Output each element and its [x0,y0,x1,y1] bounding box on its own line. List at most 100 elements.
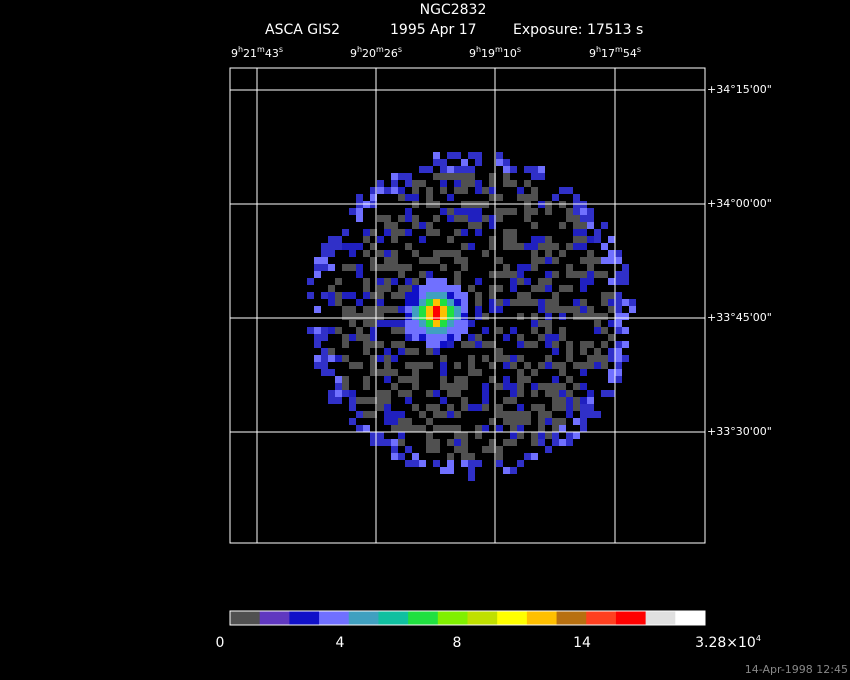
pixel [391,383,398,390]
pixel [328,327,335,334]
pixel [587,390,594,397]
pixel [447,152,454,159]
pixel [517,187,524,194]
label-part: 17 [601,47,615,60]
pixel [503,411,510,418]
pixel [363,341,370,348]
pixel [342,313,349,320]
pixel [531,194,538,201]
pixel [475,278,482,285]
pixel [419,271,426,278]
pixel [405,348,412,355]
pixel [412,369,419,376]
pixel [503,334,510,341]
pixel [391,341,398,348]
pixel [426,278,433,285]
pixel [461,306,468,313]
pixel [328,236,335,243]
pixel [517,278,524,285]
pixel [566,432,573,439]
pixel [342,306,349,313]
pixel [370,320,377,327]
pixel [468,166,475,173]
pixel [566,271,573,278]
pixel [615,271,622,278]
pixel [615,341,622,348]
pixel [524,180,531,187]
pixel [503,467,510,474]
pixel [510,278,517,285]
pixel [510,390,517,397]
pixel [398,264,405,271]
pixel [615,355,622,362]
pixel [594,362,601,369]
pixel [398,271,405,278]
pixel [517,334,524,341]
pixel [510,299,517,306]
pixel [559,390,566,397]
pixel [377,236,384,243]
pixel [363,320,370,327]
title: NGC2832 [420,2,487,18]
pixel [370,264,377,271]
pixel [447,327,454,334]
pixel [475,215,482,222]
pixel [545,327,552,334]
pixel [412,222,419,229]
pixel [419,180,426,187]
pixel [559,383,566,390]
pixel [608,376,615,383]
label-part: 4 [756,634,761,643]
pixel [356,327,363,334]
pixel [356,313,363,320]
pixel [594,313,601,320]
pixel [454,166,461,173]
pixel [349,313,356,320]
pixel [517,341,524,348]
pixel [517,355,524,362]
pixel [454,362,461,369]
pixel [454,390,461,397]
pixel [370,397,377,404]
pixel [587,257,594,264]
pixel [608,390,615,397]
pixel [370,327,377,334]
pixel [538,236,545,243]
pixel [426,229,433,236]
pixel [552,341,559,348]
pixel [496,460,503,467]
label-part: 9 [350,47,357,60]
pixel [615,376,622,383]
pixel [447,166,454,173]
pixel [384,257,391,264]
pixel [321,355,328,362]
pixel [475,460,482,467]
pixel [531,250,538,257]
pixel [419,285,426,292]
pixel [587,264,594,271]
pixel [391,278,398,285]
pixel [489,376,496,383]
pixel [608,299,615,306]
pixel [517,411,524,418]
pixel [461,383,468,390]
pixel [496,348,503,355]
pixel [566,390,573,397]
pixel [412,362,419,369]
pixel [356,271,363,278]
pixel [559,404,566,411]
pixel [454,229,461,236]
pixel [552,243,559,250]
pixel [580,418,587,425]
pixel [573,362,580,369]
pixel [363,425,370,432]
label-part: m [615,45,623,54]
pixel [475,229,482,236]
pixel [601,271,608,278]
dec-label: +33°30'00" [707,425,772,438]
pixel [370,411,377,418]
pixel [370,432,377,439]
colorbar-swatch [497,611,528,625]
xray-image [307,152,636,481]
pixel [440,299,447,306]
